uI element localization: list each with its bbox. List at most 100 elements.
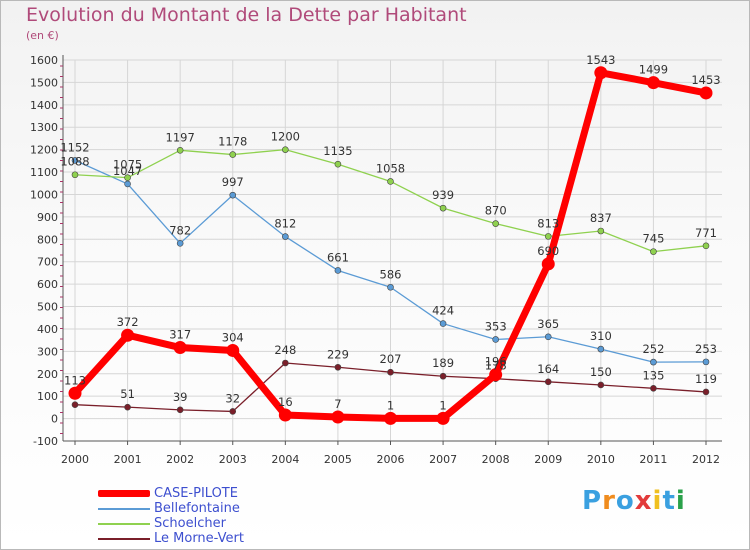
- data-label: 661: [327, 250, 349, 264]
- x-tick-label: 2007: [429, 453, 457, 466]
- y-tick-label: 0: [51, 413, 58, 426]
- data-point: [650, 358, 657, 366]
- y-tick-label: 200: [37, 368, 58, 381]
- data-label: 248: [274, 343, 296, 357]
- data-point: [229, 408, 237, 415]
- data-label: 310: [590, 329, 612, 343]
- legend-label: CASE-PILOTE: [154, 486, 238, 501]
- data-point: [124, 180, 131, 188]
- data-point: [650, 248, 657, 255]
- data-point: [282, 146, 289, 153]
- data-point: [489, 368, 503, 382]
- legend-label: Bellefontaine: [154, 501, 240, 516]
- logo-letter: i: [675, 486, 686, 516]
- data-point: [121, 328, 135, 342]
- data-label: 1200: [271, 130, 300, 144]
- data-label: 586: [380, 267, 402, 281]
- data-label: 1543: [586, 53, 615, 67]
- x-tick-label: 2012: [692, 453, 720, 466]
- y-tick-label: 400: [37, 323, 58, 336]
- data-label: 1499: [639, 63, 668, 77]
- data-label: 51: [120, 387, 135, 401]
- data-point: [68, 386, 82, 400]
- data-label: 1135: [323, 144, 352, 158]
- x-tick-label: 2001: [114, 453, 142, 466]
- y-tick-label: 1000: [30, 188, 58, 201]
- data-label: 424: [432, 304, 454, 318]
- data-label: 16: [278, 395, 293, 409]
- data-label: 365: [537, 317, 559, 331]
- data-label: 150: [590, 365, 612, 379]
- proxiti-logo: Proxiti: [582, 486, 686, 516]
- data-label: 771: [695, 226, 717, 240]
- x-tick-label: 2008: [482, 453, 510, 466]
- data-label: 1: [439, 398, 446, 412]
- data-label: 1: [387, 398, 394, 412]
- data-label: 813: [537, 216, 559, 230]
- data-point: [699, 86, 713, 100]
- data-label: 997: [222, 175, 244, 189]
- data-point: [492, 336, 499, 343]
- data-point: [702, 388, 710, 396]
- y-tick-label: 1500: [30, 76, 58, 89]
- data-point: [646, 76, 660, 90]
- x-tick-label: 2006: [377, 453, 405, 466]
- legend-swatch-bellefontaine: [98, 508, 150, 510]
- data-point: [226, 343, 240, 357]
- data-point: [439, 320, 447, 327]
- y-tick-label: 900: [37, 211, 58, 224]
- data-label: 229: [327, 347, 349, 361]
- data-point: [176, 240, 184, 247]
- y-tick-label: 600: [37, 278, 58, 291]
- data-point: [544, 378, 552, 386]
- data-label: 7: [334, 397, 341, 411]
- data-point: [124, 403, 131, 411]
- x-tick-label: 2009: [534, 453, 562, 466]
- data-point: [387, 283, 394, 291]
- data-label: 119: [695, 372, 717, 386]
- y-tick-label: 800: [37, 233, 58, 246]
- x-tick-label: 2005: [324, 453, 352, 466]
- data-point: [597, 227, 605, 235]
- data-label: 1152: [60, 140, 89, 154]
- y-tick-label: 1200: [30, 144, 58, 157]
- data-label: 304: [222, 330, 244, 344]
- data-point: [124, 174, 131, 181]
- logo-letter: o: [615, 486, 635, 516]
- data-point: [384, 411, 397, 425]
- data-point: [387, 178, 394, 185]
- data-label: 189: [432, 356, 454, 370]
- data-point: [71, 401, 79, 408]
- data-label: 135: [642, 368, 664, 382]
- data-label: 207: [380, 352, 402, 366]
- data-point: [278, 408, 292, 422]
- legend-label: Schoelcher: [154, 516, 226, 531]
- data-label: 1058: [376, 161, 405, 175]
- data-point: [597, 381, 605, 389]
- legend-swatch-case-pilote: [98, 490, 150, 497]
- y-tick-label: 1100: [30, 166, 58, 179]
- data-point: [439, 204, 447, 212]
- series-group: [68, 66, 713, 425]
- data-label: 745: [642, 232, 664, 246]
- data-point: [334, 363, 342, 371]
- data-point: [334, 160, 342, 168]
- legend-label: Le Morne-Vert: [154, 531, 244, 546]
- data-label: 1088: [60, 155, 89, 169]
- data-label: 1178: [218, 135, 247, 149]
- data-label: 39: [173, 390, 188, 404]
- x-tick-label: 2003: [219, 453, 247, 466]
- data-point: [541, 257, 555, 271]
- data-point: [439, 372, 447, 380]
- data-label: 253: [695, 342, 717, 356]
- chart-subtitle: (en €): [26, 29, 59, 42]
- data-label: 939: [432, 188, 454, 202]
- data-point: [229, 191, 237, 199]
- data-label: 317: [169, 328, 191, 342]
- chart-title: Evolution du Montant de la Dette par Hab…: [26, 4, 467, 26]
- data-point: [71, 171, 79, 179]
- axes: -100 0 100 200 300 400 500 600 700 800 900 1000 1100…: [30, 54, 722, 466]
- logo-letter: i: [652, 486, 663, 516]
- data-point: [594, 66, 608, 80]
- logo-letter: t: [662, 486, 676, 516]
